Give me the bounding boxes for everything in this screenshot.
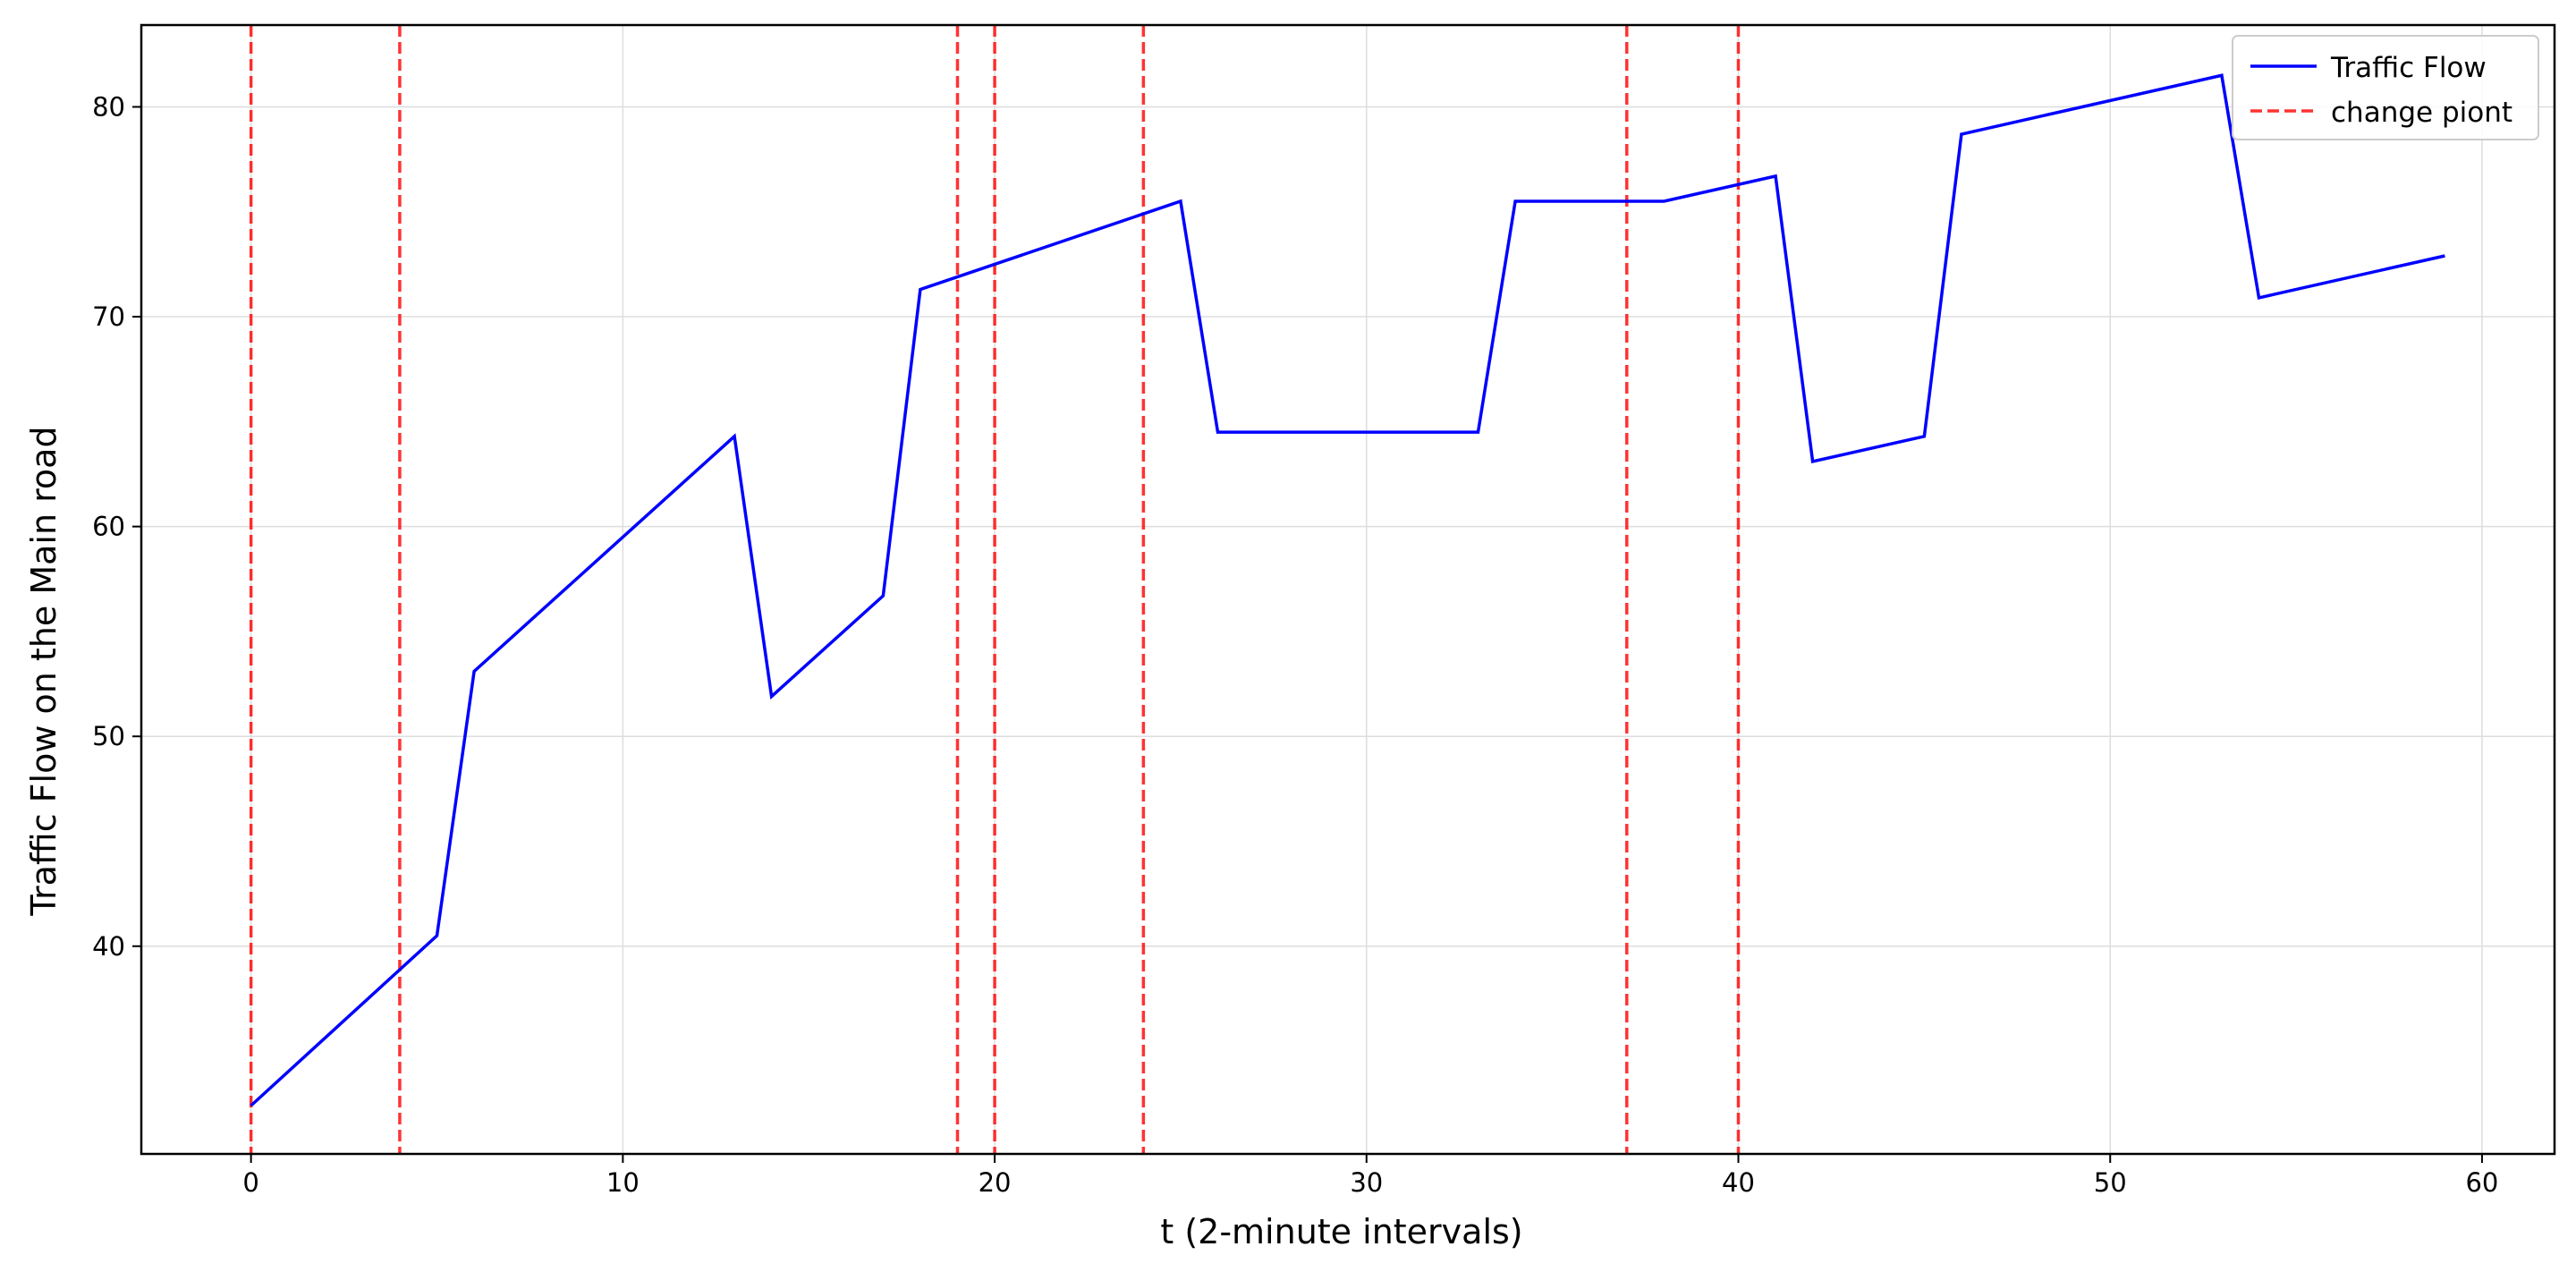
y-tick-label: 50 (92, 721, 125, 751)
axis-ticks: 0 10 20 30 40 50 60 40 50 60 70 80 (92, 91, 2498, 1198)
x-axis-label: t (2-minute intervals) (1160, 1212, 1522, 1251)
y-tick-label: 60 (92, 512, 125, 542)
x-tick-label: 60 (2465, 1167, 2498, 1198)
x-tick-label: 30 (1350, 1167, 1383, 1198)
legend: Traffic Flow change piont (2232, 35, 2539, 140)
x-tick-label: 40 (1722, 1167, 1755, 1198)
legend-label-traffic-flow: Traffic Flow (2330, 52, 2487, 84)
legend-box (2232, 35, 2539, 140)
x-tick-label: 10 (606, 1167, 640, 1198)
y-axis-label: Traffic Flow on the Main road (24, 426, 64, 916)
x-tick-label: 50 (2094, 1167, 2127, 1198)
x-tick-label: 0 (242, 1167, 258, 1198)
plot-frame (140, 23, 2556, 1156)
y-tick-label: 70 (92, 301, 125, 332)
x-tick-label: 20 (979, 1167, 1012, 1198)
change-point-lines (249, 25, 1741, 1154)
series-line-traffic-flow (250, 73, 2445, 1107)
y-tick-label: 40 (92, 931, 125, 962)
legend-label-change-point: change piont (2331, 97, 2512, 129)
series-layer (250, 73, 2445, 1107)
y-tick-label: 80 (92, 91, 125, 122)
